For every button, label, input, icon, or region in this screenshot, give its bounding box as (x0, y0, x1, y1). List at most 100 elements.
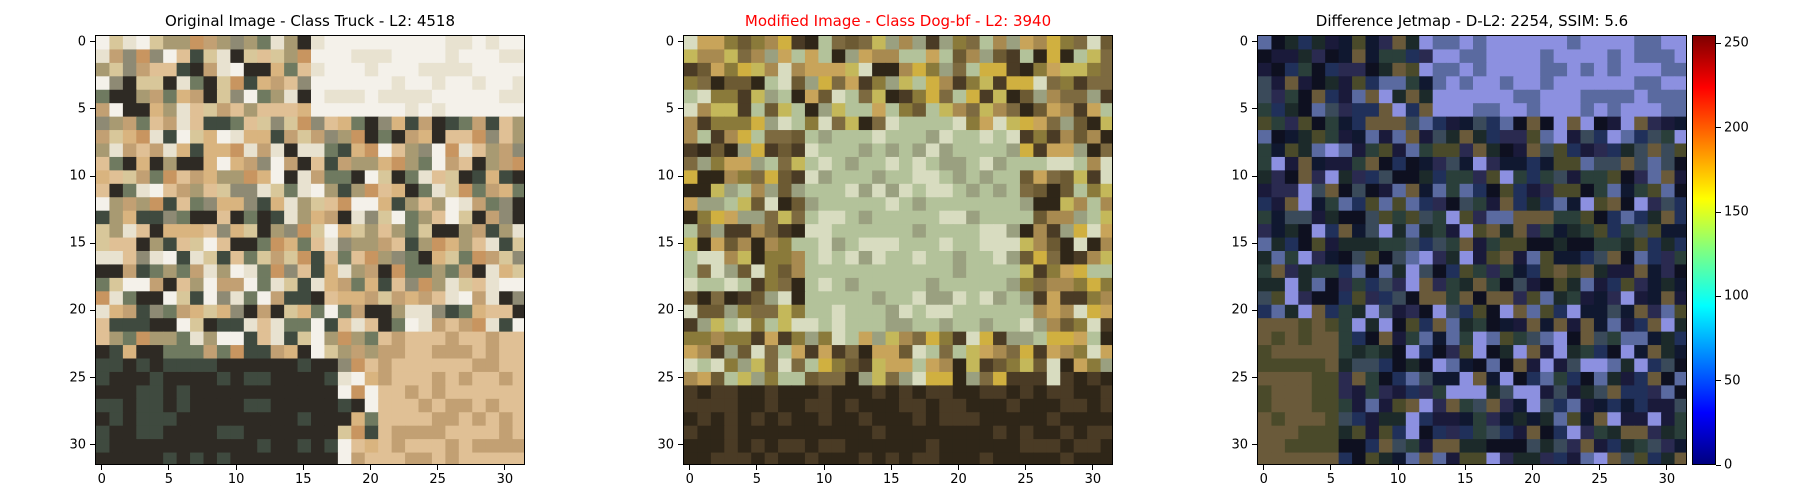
pixel (778, 62, 793, 77)
pixel (485, 76, 500, 91)
pixel (1526, 103, 1541, 118)
pixel (791, 130, 806, 145)
pixel (418, 452, 433, 464)
pixel (845, 439, 860, 454)
pixel (1378, 143, 1393, 158)
pixel (1298, 224, 1313, 239)
pixel (190, 439, 205, 454)
pixel (993, 304, 1008, 319)
pixel (1019, 277, 1034, 292)
pixel (499, 331, 514, 346)
pixel (431, 318, 446, 333)
x-tick (756, 465, 758, 470)
pixel (324, 36, 339, 51)
pixel (499, 237, 514, 252)
pixel (1459, 130, 1474, 145)
pixel (1046, 277, 1061, 292)
pixel (284, 358, 299, 373)
pixel (993, 291, 1008, 306)
pixel (899, 62, 914, 77)
pixel (979, 237, 994, 252)
pixel (925, 210, 940, 225)
pixel (96, 304, 111, 319)
pixel (804, 412, 819, 427)
pixel (190, 49, 205, 64)
pixel (684, 318, 699, 333)
pixel (1473, 412, 1488, 427)
pixel (1060, 345, 1075, 360)
pixel (1486, 331, 1501, 346)
pixel (472, 170, 487, 185)
pixel (405, 331, 420, 346)
pixel (899, 425, 914, 440)
pixel (872, 170, 887, 185)
pixel (485, 304, 500, 319)
pixel (203, 277, 218, 292)
pixel (1553, 277, 1568, 292)
pixel (176, 76, 191, 91)
pixel (1033, 237, 1048, 252)
pixel (472, 103, 487, 118)
pixel (1073, 425, 1088, 440)
pixel (1567, 197, 1582, 212)
pixel (1338, 331, 1353, 346)
pixel (1446, 452, 1461, 464)
x-tick-label: 15 (883, 472, 900, 487)
pixel (1513, 345, 1528, 360)
pixel (1567, 291, 1582, 306)
pixel (858, 277, 873, 292)
pixel (1607, 89, 1622, 104)
pixel (1258, 358, 1273, 373)
pixel (1553, 143, 1568, 158)
pixel (1674, 237, 1686, 252)
pixel (136, 358, 151, 373)
pixel (858, 251, 873, 266)
pixel (1540, 62, 1555, 77)
pixel (1325, 371, 1340, 386)
pixel (966, 412, 981, 427)
pixel (1674, 103, 1686, 118)
panel-title-original: Original Image - Class Truck - L2: 4518 (164, 12, 456, 30)
pixel (257, 170, 272, 185)
pixel (979, 371, 994, 386)
pixel (966, 156, 981, 171)
pixel (993, 452, 1008, 464)
pixel (845, 385, 860, 400)
pixel (912, 170, 927, 185)
pixel (1073, 103, 1088, 118)
pixel (1567, 398, 1582, 413)
pixel (845, 143, 860, 158)
pixel (872, 318, 887, 333)
pixel (1338, 224, 1353, 239)
pixel (1365, 264, 1380, 279)
pixel (1405, 170, 1420, 185)
pixel (710, 224, 725, 239)
pixel (136, 345, 151, 360)
pixel (1271, 170, 1286, 185)
pixel (284, 264, 299, 279)
pixel (378, 237, 393, 252)
pixel (1473, 130, 1488, 145)
pixel (751, 331, 766, 346)
pixel (136, 452, 151, 464)
x-tick (1025, 465, 1027, 470)
pixel (1513, 170, 1528, 185)
pixel (1073, 358, 1088, 373)
pixel (1019, 210, 1034, 225)
pixel (378, 318, 393, 333)
pixel (1365, 62, 1380, 77)
pixel (1499, 170, 1514, 185)
pixel (1405, 49, 1420, 64)
pixel (1271, 183, 1286, 198)
pixel (1580, 345, 1595, 360)
pixel (297, 49, 312, 64)
pixel (939, 251, 954, 266)
pixel (311, 156, 326, 171)
pixel (1258, 143, 1273, 158)
pixel (391, 76, 406, 91)
pixel (405, 439, 420, 454)
pixel (1311, 331, 1326, 346)
pixel (405, 318, 420, 333)
pixel (845, 103, 860, 118)
pixel (458, 385, 473, 400)
